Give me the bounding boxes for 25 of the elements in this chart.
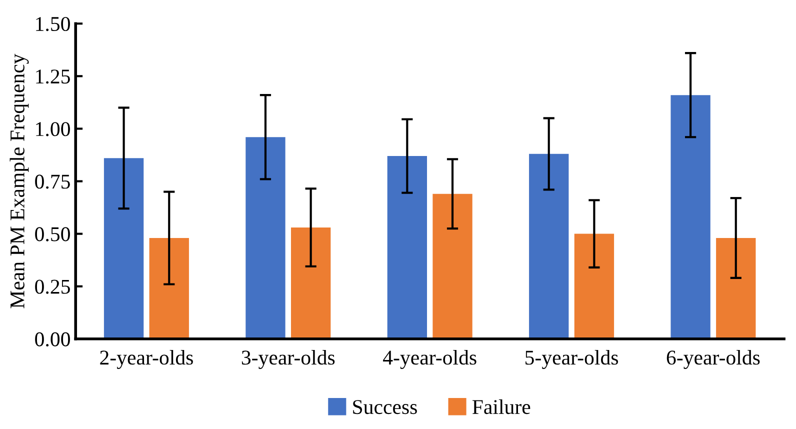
bar: [529, 154, 569, 339]
y-tick-label: 0.75: [35, 174, 70, 189]
y-tick-label: 1.25: [36, 70, 70, 84]
legend-label: Success: [353, 400, 417, 414]
y-tick-label: 0.50: [35, 227, 70, 242]
bar: [432, 194, 472, 339]
bar: [149, 238, 189, 339]
y-tick-label: 1.50: [36, 16, 70, 32]
bar: [290, 228, 331, 339]
bar: [104, 158, 144, 339]
y-tick-label: 0.25: [35, 280, 70, 294]
x-tick-label: 3-year-olds: [242, 350, 335, 369]
x-tick-label: 4-year-olds: [383, 350, 476, 369]
bar: [670, 95, 710, 339]
bar: [246, 137, 286, 339]
x-tick-label: 2-year-olds: [100, 350, 193, 369]
bar: [716, 238, 756, 339]
y-axis-title: Mean PM Example Frequency: [10, 54, 29, 308]
legend-label: Failure: [472, 399, 530, 414]
bar: [387, 156, 428, 339]
y-tick-label: 1.00: [36, 122, 70, 136]
bar: [574, 234, 614, 339]
x-tick-label: 5-year-olds: [526, 350, 618, 369]
x-tick-label: 6-year-olds: [666, 350, 760, 369]
y-tick-label: 0.00: [35, 332, 70, 346]
